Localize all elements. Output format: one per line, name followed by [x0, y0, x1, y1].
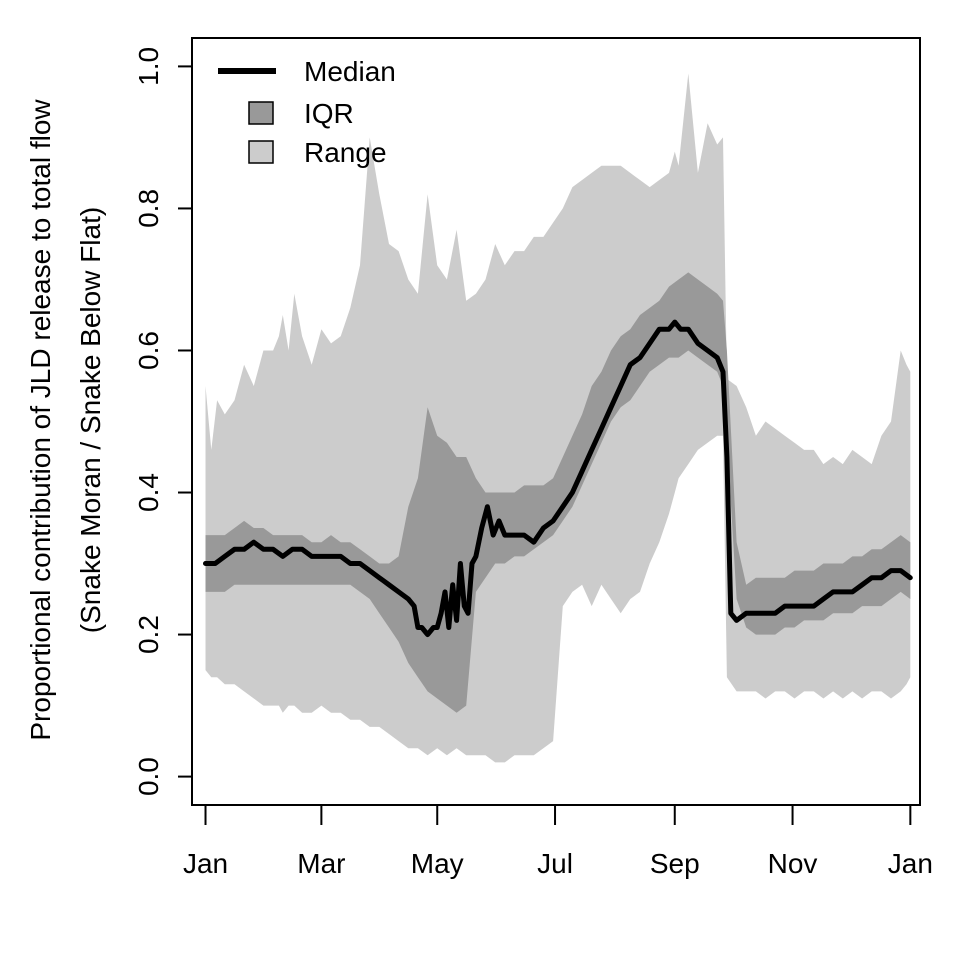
y-tick-label: 0.6	[133, 331, 164, 370]
x-tick-label: Mar	[297, 848, 345, 879]
y-axis: 0.0 0.2 0.4 0.6 0.8 1.0	[133, 47, 193, 796]
y-axis-title-line2: (Snake Moran / Snake Below Flat)	[75, 207, 106, 633]
iqr-band	[205, 272, 911, 713]
legend-label-range: Range	[304, 137, 387, 168]
range-band	[205, 73, 911, 763]
median-layer	[203, 319, 913, 638]
legend: Median IQR Range	[218, 56, 396, 168]
x-axis: Jan Mar May Jul Sep Nov Jan	[183, 804, 933, 879]
x-tick-label: Jul	[537, 848, 573, 879]
legend-iqr-swatch	[248, 101, 274, 125]
y-tick-label: 0.8	[133, 189, 164, 228]
y-tick-label: 0.4	[133, 473, 164, 512]
legend-label-median: Median	[304, 56, 396, 87]
legend-label-iqr: IQR	[304, 98, 354, 129]
x-tick-label: Sep	[650, 848, 700, 879]
x-tick-label: Nov	[768, 848, 818, 879]
x-tick-label: Jan	[888, 848, 933, 879]
median-line	[203, 319, 913, 638]
y-tick-label: 1.0	[133, 47, 164, 86]
y-tick-label: 0.0	[133, 757, 164, 796]
chart-bands	[205, 73, 911, 763]
x-tick-label: May	[411, 848, 464, 879]
y-tick-label: 0.2	[133, 615, 164, 654]
legend-range-swatch	[248, 140, 274, 164]
x-tick-label: Jan	[183, 848, 228, 879]
y-axis-title-line1: Proportional contribution of JLD release…	[25, 99, 56, 741]
